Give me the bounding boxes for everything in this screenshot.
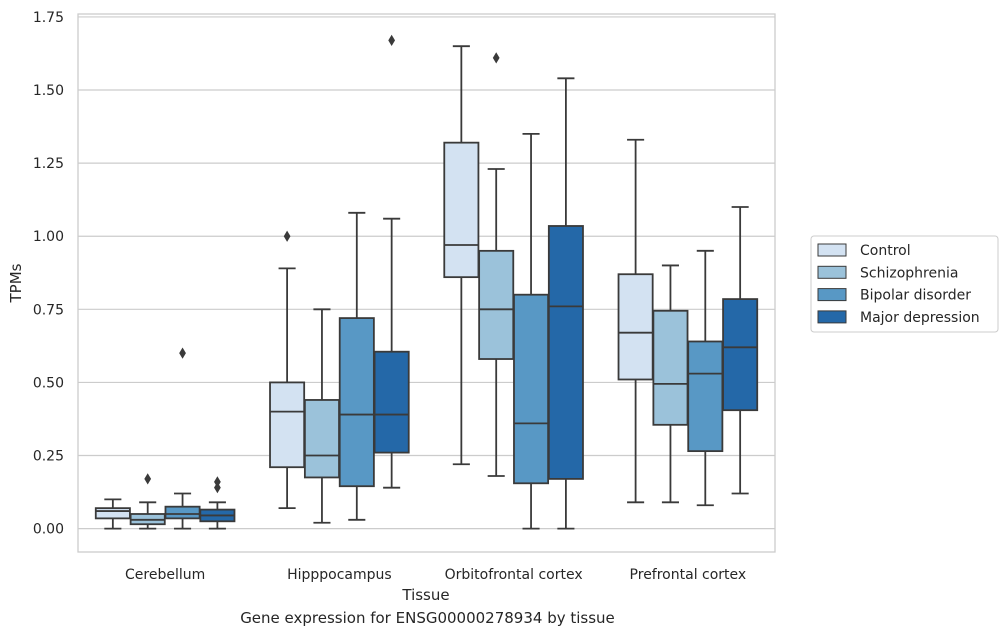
outlier-point [214, 482, 221, 494]
y-tick-label: 0.25 [33, 449, 64, 465]
y-tick-label: 1.00 [33, 229, 64, 245]
outlier-point [179, 347, 186, 359]
legend-swatch [817, 243, 847, 257]
y-axis-label: TPMs [7, 263, 25, 303]
outlier-point [144, 473, 152, 485]
box [164, 505, 201, 520]
box [443, 141, 480, 279]
y-tick-label: 0.50 [33, 375, 64, 391]
plot-frame [77, 13, 776, 553]
legend-label: Control [860, 243, 911, 259]
y-tick-label: 1.50 [33, 83, 64, 99]
x-tick-labels: Cerebellum Hipppocampus Orbitofrontal cort… [125, 567, 746, 583]
box [652, 309, 689, 426]
legend-label: Bipolar disorder [860, 288, 971, 304]
box-series [94, 34, 759, 530]
legend-swatch [817, 288, 847, 302]
box [338, 317, 375, 488]
outlier-point [492, 52, 500, 64]
legend-swatch [817, 265, 847, 279]
x-tick-label: Cerebellum [125, 567, 205, 583]
chart-caption: Gene expression for ENSG00000278934 by t… [240, 609, 615, 627]
outlier-point [283, 230, 291, 242]
x-tick-label: Hipppocampus [287, 567, 392, 583]
box [547, 225, 584, 480]
outlier-point [214, 476, 221, 488]
y-tick-label: 0.75 [33, 302, 64, 318]
legend-label: Schizophrenia [860, 265, 958, 281]
y-tick-label: 0.00 [33, 522, 64, 538]
y-gridlines [78, 16, 775, 530]
box [269, 381, 306, 469]
x-tick-label: Prefrontal cortex [630, 567, 747, 583]
box [513, 293, 550, 485]
box [373, 350, 410, 454]
y-tick-labels: 0.00 0.25 0.50 0.75 1.00 1.25 1.50 1.75 [33, 10, 64, 538]
y-tick-label: 1.75 [33, 10, 64, 26]
box [303, 399, 340, 479]
legend-frame [810, 235, 999, 333]
legend-label: Major depression [860, 310, 980, 326]
box [94, 507, 131, 520]
x-tick-label: Orbitofrontal cortex [445, 567, 583, 583]
box [687, 340, 724, 453]
legend-swatch [817, 310, 847, 324]
outlier-point [388, 34, 396, 46]
x-axis-label: Tissue [401, 586, 449, 604]
legend: Control Schizophrenia Bipolar disorder Majo… [810, 235, 999, 333]
y-tick-label: 1.25 [33, 156, 64, 172]
box [478, 249, 515, 360]
box [617, 273, 654, 381]
box [722, 298, 759, 412]
